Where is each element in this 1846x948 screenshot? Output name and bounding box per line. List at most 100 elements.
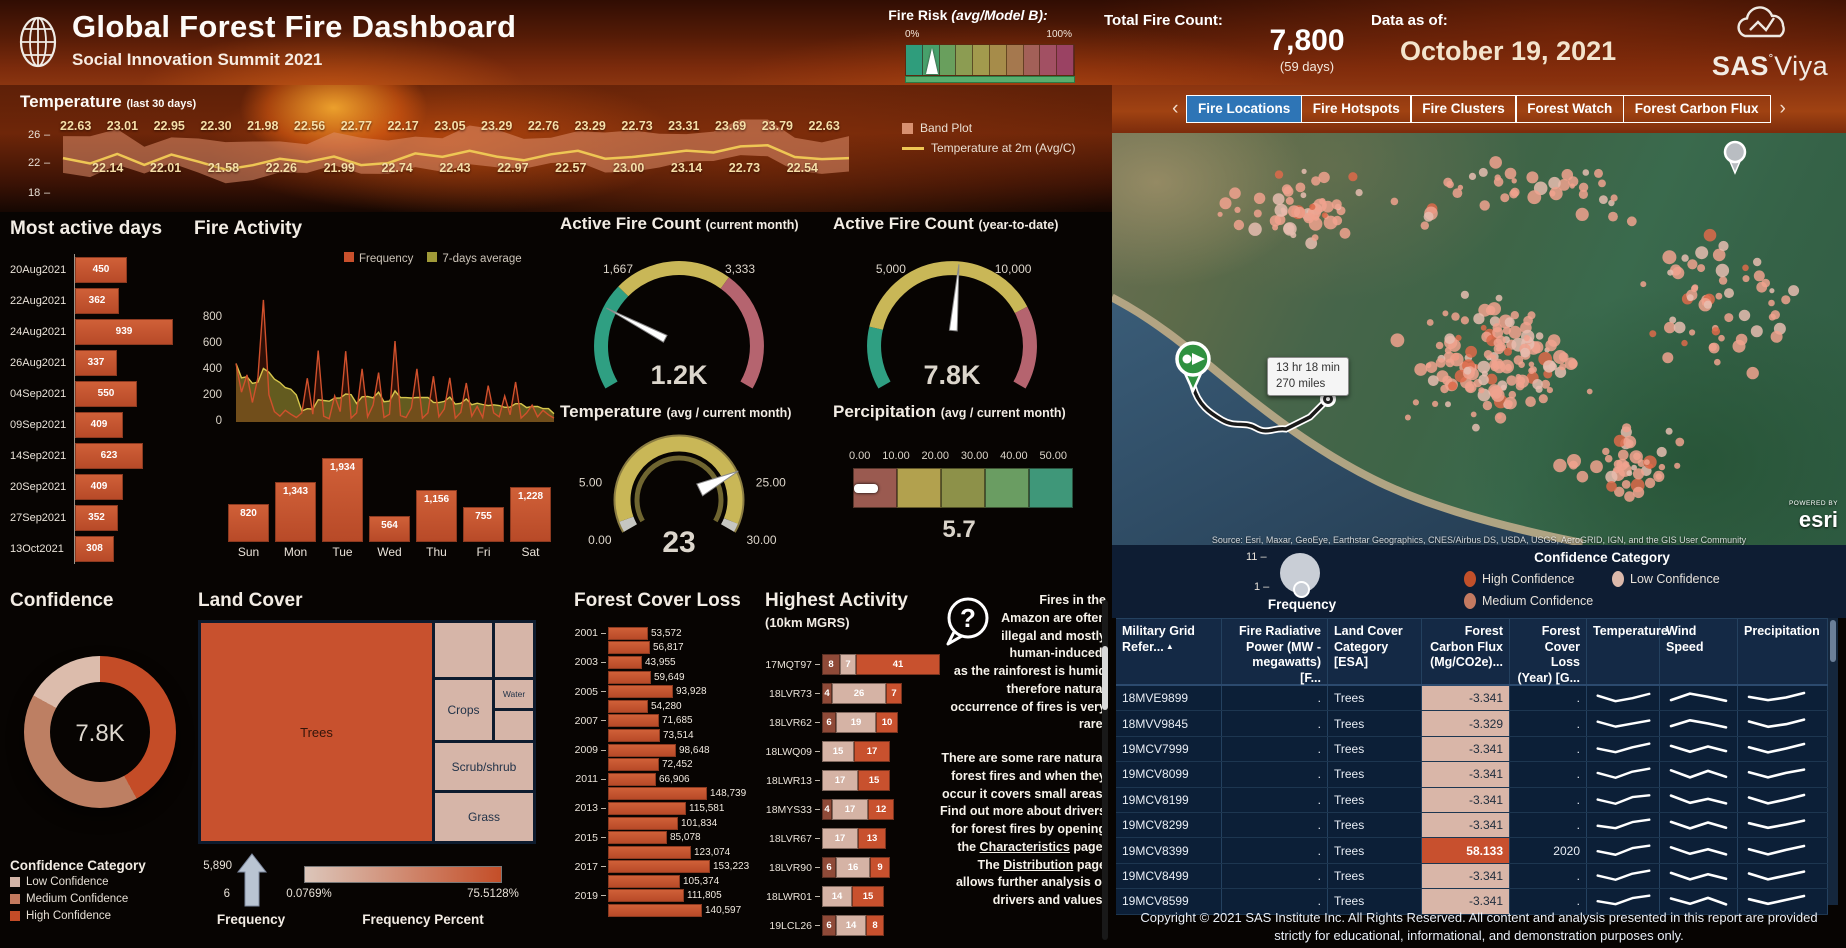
loss-bar[interactable] bbox=[608, 801, 686, 815]
confidence-category-item[interactable]: Medium Confidence bbox=[1464, 593, 1593, 609]
loss-bar[interactable] bbox=[608, 874, 680, 888]
column-header[interactable]: Wind Speed bbox=[1660, 618, 1738, 684]
confidence-category-item[interactable]: High Confidence bbox=[1464, 571, 1574, 587]
day-bar[interactable]: 409 bbox=[75, 411, 123, 438]
day-bar[interactable]: 450 bbox=[75, 256, 127, 283]
loss-bar[interactable] bbox=[608, 641, 650, 655]
activity-stacked-bar[interactable]: 6 16 9 bbox=[822, 857, 890, 878]
distribution-link[interactable]: Distribution bbox=[1003, 857, 1074, 872]
treemap-box[interactable] bbox=[435, 623, 492, 677]
column-header[interactable]: Precipitation bbox=[1738, 618, 1828, 684]
loss-bar[interactable] bbox=[608, 816, 678, 830]
treemap-crops[interactable]: Crops bbox=[435, 680, 492, 740]
weekday-bar[interactable]: 1,228 bbox=[510, 487, 551, 542]
table-scrollbar[interactable] bbox=[1828, 618, 1838, 905]
treemap-trees[interactable]: Trees bbox=[201, 623, 432, 841]
day-bar[interactable]: 550 bbox=[75, 380, 137, 407]
left-scrollbar[interactable] bbox=[1102, 600, 1108, 940]
table-row[interactable]: 18MVE9899. Trees -3.341. bbox=[1116, 686, 1828, 712]
day-bar[interactable]: 362 bbox=[75, 287, 119, 314]
day-bar[interactable]: 352 bbox=[75, 504, 118, 531]
table-scrollbar-thumb[interactable] bbox=[1830, 620, 1836, 662]
activity-stacked-bar[interactable]: 15 17 bbox=[822, 741, 890, 762]
loss-bar[interactable] bbox=[608, 758, 659, 772]
confidence-category-item[interactable]: Low Confidence bbox=[1612, 571, 1720, 587]
tab-forest-watch[interactable]: Forest Watch bbox=[1515, 95, 1625, 123]
treemap-water[interactable]: Water bbox=[495, 680, 533, 708]
table-row[interactable]: 19MCV8499. Trees -3.341. bbox=[1116, 863, 1828, 890]
loss-bar[interactable] bbox=[608, 831, 667, 845]
precip-axis-label: 40.00 bbox=[1000, 450, 1028, 462]
treemap-box[interactable] bbox=[495, 623, 533, 677]
table-row[interactable]: 19MCV7999. Trees -3.341. bbox=[1116, 736, 1828, 763]
treemap-grass[interactable]: Grass bbox=[435, 793, 533, 841]
loss-bar[interactable] bbox=[608, 772, 656, 786]
column-header[interactable]: Forest Cover Loss (Year) [G... bbox=[1510, 618, 1587, 685]
loss-bar[interactable] bbox=[608, 670, 651, 684]
activity-stacked-bar[interactable]: 17 15 bbox=[822, 770, 890, 791]
loss-bar[interactable] bbox=[608, 845, 691, 859]
tab-fire-locations[interactable]: Fire Locations bbox=[1185, 95, 1303, 123]
loss-bar[interactable] bbox=[608, 685, 673, 699]
loss-bar[interactable] bbox=[608, 655, 642, 669]
treemap-scrub[interactable]: Scrub/shrub bbox=[435, 743, 533, 790]
precip-value: 5.7 bbox=[942, 516, 976, 543]
fire-activity-line-chart[interactable] bbox=[230, 294, 560, 428]
loss-bar[interactable] bbox=[608, 860, 710, 874]
day-bar[interactable]: 939 bbox=[75, 318, 173, 345]
column-header[interactable]: Fire Radiative Power (MW - megawatts) [F… bbox=[1222, 618, 1328, 685]
most-active-day-row: 09Sep2021 409 bbox=[10, 409, 173, 440]
weekday-bar[interactable]: 820 bbox=[228, 504, 269, 542]
weekday-bar[interactable]: 1,343 bbox=[275, 482, 316, 542]
weekday-bar[interactable]: 1,156 bbox=[416, 490, 457, 542]
band-value-label: 23.29 bbox=[481, 119, 513, 133]
table-row[interactable]: 19MCV8099. Trees -3.341. bbox=[1116, 762, 1828, 788]
table-row[interactable]: 19MCV8599. Trees -3.341. bbox=[1116, 889, 1828, 915]
loss-bar[interactable] bbox=[608, 787, 707, 801]
column-header[interactable]: Temperature bbox=[1587, 618, 1668, 684]
activity-stacked-bar[interactable]: 6 19 10 bbox=[822, 712, 898, 733]
day-bar[interactable]: 337 bbox=[75, 349, 117, 376]
weekday-bar[interactable]: 564 bbox=[369, 516, 410, 542]
loss-bar[interactable] bbox=[608, 728, 660, 742]
activity-stacked-bar[interactable]: 4 17 12 bbox=[822, 799, 894, 820]
characteristics-link[interactable]: Characteristics bbox=[979, 839, 1070, 854]
activity-stacked-bar[interactable]: 17 13 bbox=[822, 828, 886, 849]
confidence-panel: Confidence 7.8K Confidence Category Low … bbox=[10, 590, 194, 948]
loss-bar[interactable] bbox=[608, 714, 659, 728]
day-bar[interactable]: 308 bbox=[75, 535, 114, 562]
loss-bar[interactable] bbox=[608, 889, 684, 903]
weekday-bar[interactable]: 755 bbox=[463, 507, 504, 542]
fire-dots bbox=[1217, 156, 1800, 502]
fire-locations-map[interactable]: 13 hr 18 min 270 miles POWERED BY esri So… bbox=[1112, 133, 1846, 545]
activity-stacked-bar[interactable]: 14 15 bbox=[822, 886, 884, 907]
tab-forest-carbon-flux[interactable]: Forest Carbon Flux bbox=[1622, 95, 1771, 123]
tab-fire-clusters[interactable]: Fire Clusters bbox=[1410, 95, 1517, 123]
loss-bar[interactable] bbox=[608, 699, 648, 713]
tabs-left-arrow-icon[interactable]: ‹ bbox=[1172, 98, 1179, 119]
tick-dash: – bbox=[44, 129, 51, 141]
temperature-band-chart[interactable] bbox=[56, 113, 856, 208]
table-row[interactable]: 19MCV8199. Trees -3.341. bbox=[1116, 787, 1828, 813]
tabs-right-arrow-icon[interactable]: › bbox=[1779, 98, 1786, 119]
tab-fire-hotspots[interactable]: Fire Hotspots bbox=[1300, 95, 1412, 123]
activity-stacked-bar[interactable]: 4 26 7 bbox=[822, 683, 902, 704]
treemap-box[interactable] bbox=[495, 711, 533, 740]
loss-bar[interactable] bbox=[608, 626, 648, 640]
loss-bar[interactable] bbox=[608, 743, 676, 757]
column-header[interactable]: Land Cover Category [ESA] bbox=[1328, 618, 1422, 684]
activity-stacked-bar[interactable]: 6 14 8 bbox=[822, 915, 884, 936]
weekday-bar[interactable]: 1,934 bbox=[322, 458, 363, 542]
column-header[interactable]: Military Grid Refer... ▲ bbox=[1116, 618, 1222, 684]
day-bar[interactable]: 623 bbox=[75, 442, 143, 469]
day-bar[interactable]: 409 bbox=[75, 473, 123, 500]
table-row[interactable]: 19MCV8299. Trees -3.341. bbox=[1116, 812, 1828, 839]
loss-bar[interactable] bbox=[608, 904, 702, 918]
activity-stacked-bar[interactable]: 8 7 41 bbox=[822, 654, 940, 675]
table-row[interactable]: 19MCV8399. Trees 58.133 2020 bbox=[1116, 838, 1828, 864]
table-row[interactable]: 18MVV9845. Trees -3.329. bbox=[1116, 711, 1828, 737]
left-scrollbar-thumb[interactable] bbox=[1102, 646, 1108, 710]
gauge-ytd-panel: Active Fire Count (year-to-date) 0 5,000 1… bbox=[833, 214, 1083, 402]
column-header[interactable]: Forest Carbon Flux (Mg/CO2e)... bbox=[1422, 618, 1510, 684]
